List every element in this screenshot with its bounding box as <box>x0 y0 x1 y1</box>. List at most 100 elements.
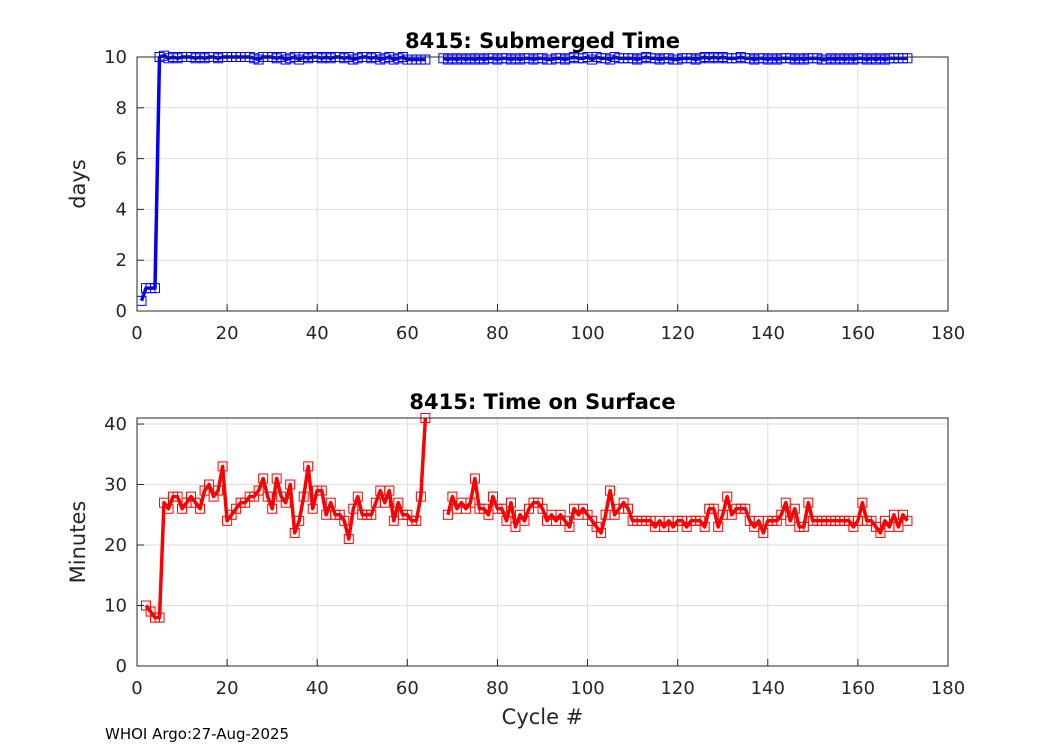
submerged-time-series-line <box>442 55 908 62</box>
submerged-time-ytick-label: 2 <box>116 250 127 271</box>
time-on-surface-data-point <box>564 521 575 532</box>
time-on-surface-xtick-label: 180 <box>931 678 965 699</box>
time-on-surface-data-point <box>537 503 548 514</box>
time-on-surface-data-point <box>366 509 377 520</box>
submerged-time-xtick-label: 60 <box>396 323 419 344</box>
time-on-surface-data-point <box>519 515 530 526</box>
time-on-surface-data-point <box>262 491 273 502</box>
time-on-surface-panel: 0 20 40 60 80 100 120 140 160 180 0 10 20 30 40 8415: … <box>66 390 965 729</box>
time-on-surface-data-point <box>154 612 165 623</box>
time-on-surface-data-point <box>204 479 215 490</box>
time-on-surface-data-point <box>496 503 507 514</box>
submerged-time-panel: 0 20 40 60 80 100 120 140 160 180 0 2 4 6 8 10 8415: Su… <box>66 29 965 344</box>
time-on-surface-data-point <box>857 497 868 508</box>
time-on-surface-data-point <box>316 485 327 496</box>
time-on-surface-series <box>141 413 913 623</box>
time-on-surface-data-point <box>902 515 913 526</box>
time-on-surface-data-point <box>875 527 886 538</box>
submerged-time-ylabel: days <box>66 159 90 209</box>
time-on-surface-data-point <box>447 491 458 502</box>
time-on-surface-data-point <box>298 491 309 502</box>
time-on-surface-data-point <box>442 509 453 520</box>
submerged-time-xtick-label: 140 <box>751 323 785 344</box>
submerged-time-ytick-label: 6 <box>116 149 127 170</box>
time-on-surface-data-point <box>469 473 480 484</box>
submerged-time-ytick-label: 10 <box>104 47 127 68</box>
time-on-surface-ytick-label: 10 <box>104 596 127 617</box>
time-on-surface-data-point <box>393 497 404 508</box>
time-on-surface-xtick-label: 40 <box>306 678 329 699</box>
time-on-surface-data-point <box>780 497 791 508</box>
time-on-surface-data-point <box>776 509 787 520</box>
submerged-time-xtick-label: 0 <box>131 323 142 344</box>
time-on-surface-data-point <box>798 521 809 532</box>
time-on-surface-data-point <box>325 497 336 508</box>
submerged-time-data-point <box>902 53 913 64</box>
submerged-time-ytick-label: 4 <box>116 199 127 220</box>
time-on-surface-data-point <box>785 515 796 526</box>
time-on-surface-data-point <box>388 515 399 526</box>
time-on-surface-ytick-label: 30 <box>104 475 127 496</box>
time-on-surface-data-point <box>343 533 354 544</box>
time-on-surface-xlabel: Cycle # <box>502 705 584 729</box>
submerged-time-ytick-label: 0 <box>116 301 127 322</box>
time-on-surface-plot-area <box>137 418 948 666</box>
time-on-surface-xtick-label: 60 <box>396 678 419 699</box>
time-on-surface-data-point <box>307 503 318 514</box>
time-on-surface-data-point <box>740 503 751 514</box>
submerged-time-xtick-label: 160 <box>841 323 875 344</box>
time-on-surface-axes-box <box>136 417 949 667</box>
time-on-surface-data-point <box>285 479 296 490</box>
submerged-time-axes-box <box>136 56 949 312</box>
time-on-surface-xtick-label: 140 <box>751 678 785 699</box>
time-on-surface-data-point <box>893 521 904 532</box>
time-on-surface-data-point <box>267 503 278 514</box>
time-on-surface-data-point <box>271 473 282 484</box>
submerged-time-ytick-label: 8 <box>116 98 127 119</box>
time-on-surface-data-point <box>605 485 616 496</box>
time-on-surface-data-point <box>713 521 724 532</box>
time-on-surface-xtick-label: 120 <box>660 678 694 699</box>
submerged-time-xtick-label: 40 <box>306 323 329 344</box>
time-on-surface-data-point <box>789 503 800 514</box>
time-on-surface-ytick-label: 0 <box>116 656 127 677</box>
time-on-surface-data-point <box>303 461 314 472</box>
time-on-surface-data-point <box>379 497 390 508</box>
time-on-surface-data-point <box>483 509 494 520</box>
time-on-surface-data-point <box>758 527 769 538</box>
time-on-surface-data-point <box>258 473 269 484</box>
time-on-surface-data-point <box>465 497 476 508</box>
submerged-time-data-point <box>150 283 161 294</box>
submerged-time-xtick-label: 80 <box>486 323 509 344</box>
time-on-surface-xtick-label: 0 <box>131 678 142 699</box>
time-on-surface-data-point <box>708 503 719 514</box>
time-on-surface-data-point <box>213 485 224 496</box>
time-on-surface-title: 8415: Time on Surface <box>409 390 675 414</box>
time-on-surface-data-point <box>415 491 426 502</box>
time-on-surface-data-point <box>699 521 710 532</box>
submerged-time-xtick-label: 120 <box>660 323 694 344</box>
time-on-surface-data-point <box>623 503 634 514</box>
time-on-surface-data-point <box>163 503 174 514</box>
submerged-time-title: 8415: Submerged Time <box>405 29 680 53</box>
time-on-surface-data-point <box>487 491 498 502</box>
time-on-surface-data-point <box>596 527 607 538</box>
time-on-surface-data-point <box>348 503 359 514</box>
time-on-surface-data-point <box>294 515 305 526</box>
time-on-surface-xtick-label: 20 <box>216 678 239 699</box>
time-on-surface-xtick-label: 160 <box>841 678 875 699</box>
time-on-surface-data-point <box>280 497 291 508</box>
time-on-surface-data-point <box>501 515 512 526</box>
time-on-surface-data-point <box>510 521 521 532</box>
time-on-surface-data-point <box>339 515 350 526</box>
time-on-surface-data-point <box>217 461 228 472</box>
time-on-surface-data-point <box>411 515 422 526</box>
submerged-time-xtick-label: 100 <box>570 323 604 344</box>
time-on-surface-data-point <box>172 491 183 502</box>
time-on-surface-xtick-label: 100 <box>570 678 604 699</box>
time-on-surface-data-point <box>195 503 206 514</box>
time-on-surface-data-point <box>384 485 395 496</box>
footer-credit: WHOI Argo:27-Aug-2025 <box>105 725 290 743</box>
time-on-surface-ytick-label: 40 <box>104 414 127 435</box>
